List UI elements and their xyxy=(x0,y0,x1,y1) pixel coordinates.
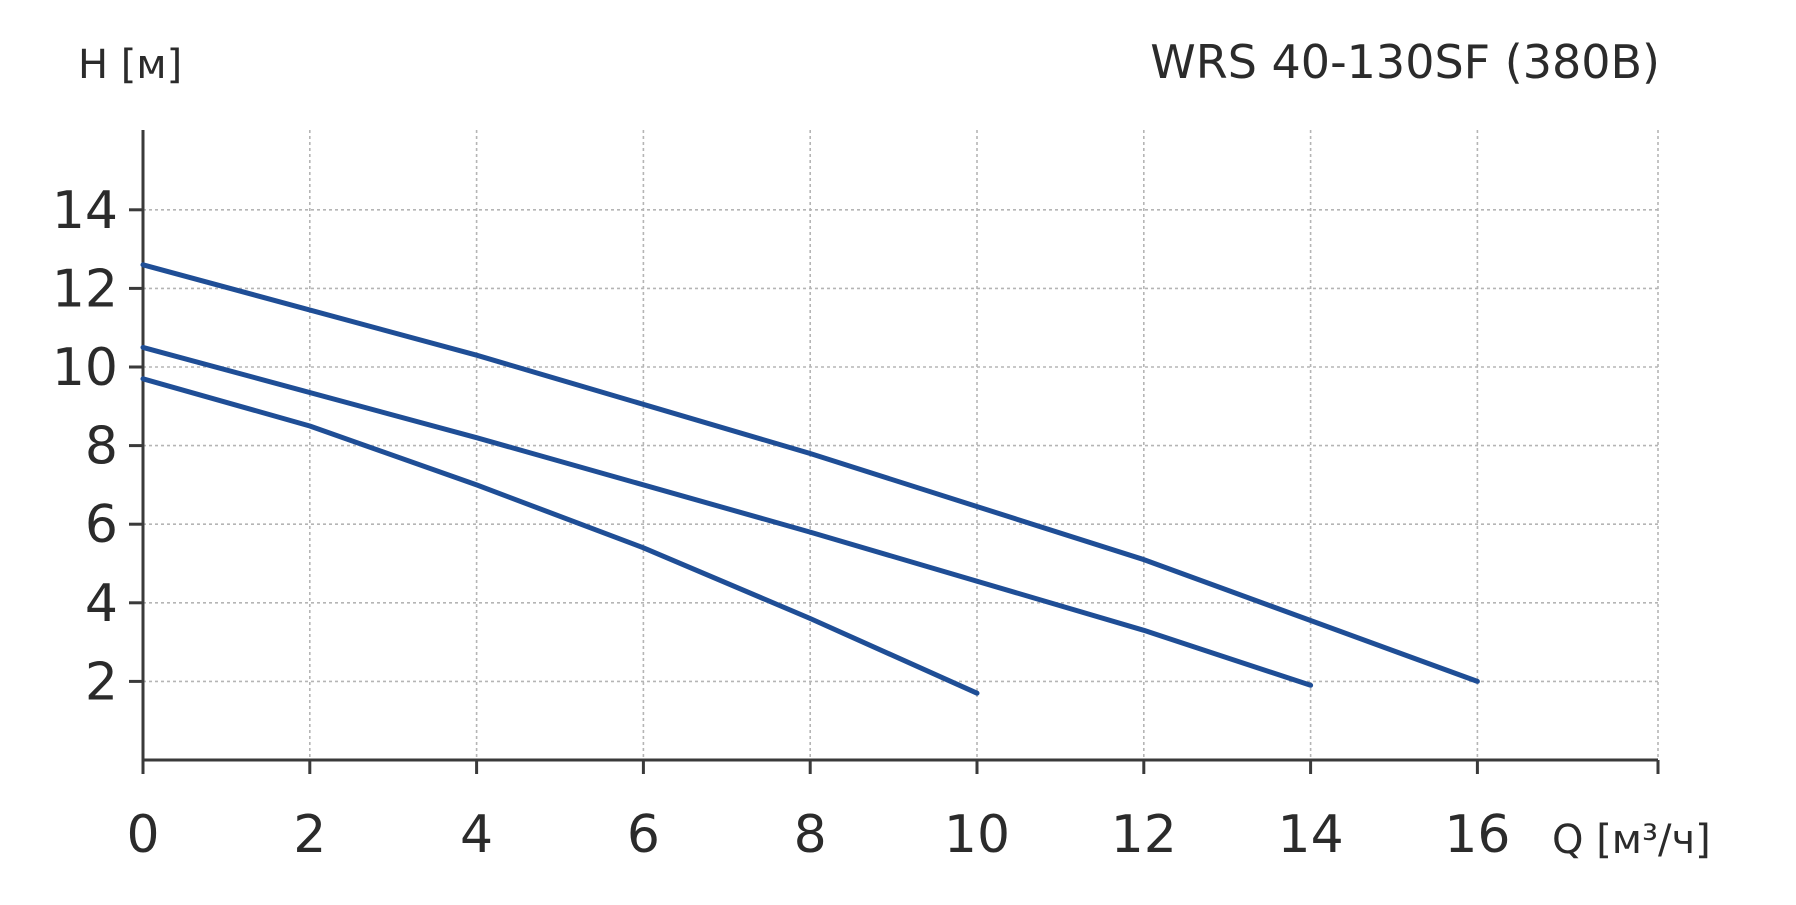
y-tick-label-2: 6 xyxy=(85,495,118,555)
x-tick-label-7: 14 xyxy=(1278,805,1344,865)
tick-labels: 0 2 4 6 8 10 12 14 16 2 4 6 8 10 12 14 xyxy=(52,181,1511,865)
y-tick-label-4: 10 xyxy=(52,338,118,398)
series-line-2 xyxy=(140,376,980,696)
series-group xyxy=(140,262,1480,696)
series-line-0 xyxy=(140,262,1480,684)
x-tick-label-6: 12 xyxy=(1111,805,1177,865)
y-tick-label-5: 12 xyxy=(52,259,118,319)
y-axis-title: H [м] xyxy=(78,42,182,88)
series-line-1 xyxy=(140,344,1314,688)
x-axis-title: Q [м³/ч] xyxy=(1552,817,1711,863)
x-tick-label-3: 6 xyxy=(627,805,660,865)
x-tick-label-8: 16 xyxy=(1444,805,1510,865)
y-tick-label-3: 8 xyxy=(85,417,118,477)
chart-title: WRS 40-130SF (380В) xyxy=(1150,35,1660,89)
y-tick-label-0: 2 xyxy=(85,652,118,712)
x-tick-label-4: 8 xyxy=(794,805,827,865)
x-tick-label-1: 2 xyxy=(293,805,326,865)
x-tick-label-0: 0 xyxy=(126,805,159,865)
x-tick-label-5: 10 xyxy=(944,805,1010,865)
y-tick-label-1: 4 xyxy=(85,574,118,634)
x-tick-label-2: 4 xyxy=(460,805,493,865)
axes xyxy=(129,130,1660,774)
grid xyxy=(143,130,1659,760)
y-tick-label-6: 14 xyxy=(52,181,118,241)
